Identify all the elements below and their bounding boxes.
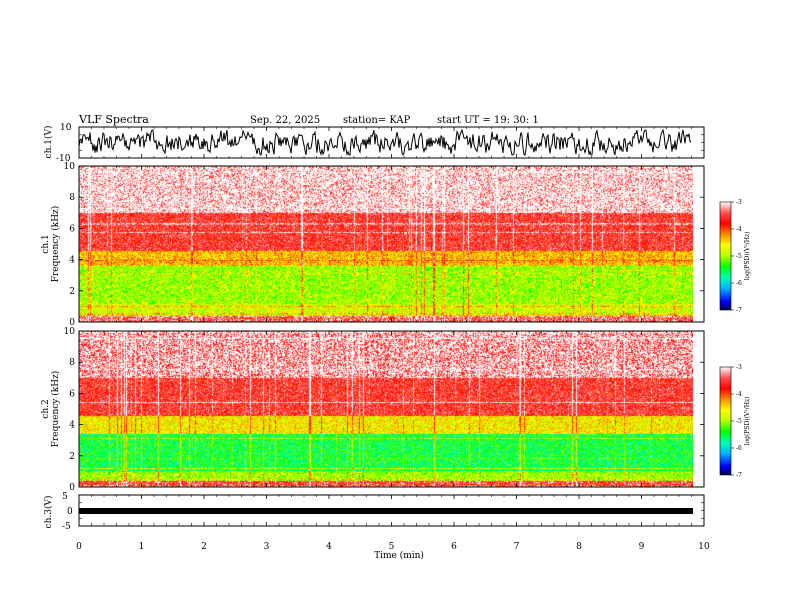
ch1-waveform-panel: 10 -10 ch.1(V) xyxy=(43,123,705,164)
time-axis-label: Time (min) xyxy=(374,550,424,561)
x-tick-label: 6 xyxy=(451,542,457,552)
ch2-colorbar: -3 -4 -5 -6 -7 log(PSD)(V²/Hz) xyxy=(719,364,751,479)
ch1-colorbar-ramp xyxy=(719,201,732,311)
ch3-ytick-mid: 0 xyxy=(67,507,73,517)
y-tick-label: 6 xyxy=(69,224,75,234)
x-tick-label: 4 xyxy=(326,542,332,552)
colorbar-tick-label: -4 xyxy=(736,226,742,233)
ch1-colorbar: -3 -4 -5 -6 -7 log(PSD)(V²/Hz) xyxy=(719,199,751,314)
x-tick-label: 2 xyxy=(201,542,207,552)
colorbar-tick-label: -7 xyxy=(736,307,742,314)
figure-title: VLF Spectra xyxy=(78,113,149,126)
x-tick-label: 0 xyxy=(76,542,82,552)
y-tick-label: 4 xyxy=(69,421,75,431)
ch2-spectrogram-panel: 0 2 4 6 8 10 ch.2 Frequency (kHz) xyxy=(41,327,705,493)
ch2-ylabel-line2: Frequency (kHz) xyxy=(50,371,61,448)
y-tick-label: 8 xyxy=(69,193,75,203)
ch3-ylabel: ch.3(V) xyxy=(43,496,54,529)
ch3-waveform-panel: 5 0 -5 ch.3(V) xyxy=(43,492,705,532)
colorbar-tick-label: -7 xyxy=(736,472,742,479)
x-tick-label: 9 xyxy=(639,542,645,552)
ch2-colorbar-label: log(PSD)(V²/Hz) xyxy=(744,397,751,446)
x-tick-label: 8 xyxy=(576,542,582,552)
ch1-ylabel: ch.1(V) xyxy=(43,126,54,159)
ch2-ylabel-line1: ch.2 xyxy=(41,399,51,418)
x-tick-label: 10 xyxy=(698,542,710,552)
y-tick-label: 2 xyxy=(69,452,75,462)
start-time-label: start UT = 19: 30: 1 xyxy=(437,115,539,126)
colorbar-tick-label: -5 xyxy=(736,253,742,260)
y-tick-label: 0 xyxy=(69,318,75,328)
colorbar-tick-label: -5 xyxy=(736,418,742,425)
y-tick-label: 0 xyxy=(69,483,75,493)
colorbar-tick-label: -3 xyxy=(736,364,742,371)
y-tick-label: 4 xyxy=(69,256,75,266)
y-tick-label: 2 xyxy=(69,287,75,297)
ch1-waveform-trace xyxy=(78,128,692,157)
y-tick-label: 6 xyxy=(69,389,75,399)
colorbar-tick-label: -4 xyxy=(736,391,742,398)
ch1-ylabel-line1: ch.1 xyxy=(41,234,51,253)
station-label: station= KAP xyxy=(343,115,411,126)
ch3-ytick-bottom: -5 xyxy=(62,522,71,532)
colorbar-tick-label: -6 xyxy=(736,280,742,287)
y-tick-label: 8 xyxy=(69,358,75,368)
ch2-colorbar-ramp xyxy=(719,366,732,476)
y-tick-label: 10 xyxy=(64,327,76,337)
ch1-colorbar-label: log(PSD)(V²/Hz) xyxy=(744,232,751,281)
ch2-spectrogram-image xyxy=(79,331,693,487)
ch1-spectrogram-panel: 0 2 4 6 8 10 ch.1 Frequency (kHz) xyxy=(41,162,705,328)
ch1-ytick-top: 10 xyxy=(60,123,72,133)
colorbar-tick-label: -3 xyxy=(736,199,742,206)
ch1-ytick-bottom: -10 xyxy=(56,154,71,164)
ch3-waveform-trace xyxy=(79,508,693,514)
x-tick-label: 3 xyxy=(264,542,270,552)
ch3-ytick-top: 5 xyxy=(62,492,68,502)
time-axis: 0 1 2 3 4 5 6 7 8 9 10 xyxy=(76,126,710,552)
y-tick-label: 10 xyxy=(64,162,76,172)
x-tick-label: 7 xyxy=(514,542,520,552)
ch1-spectrogram-image xyxy=(79,166,693,322)
x-tick-label: 5 xyxy=(389,542,395,552)
date-label: Sep. 22, 2025 xyxy=(250,115,320,126)
colorbar-tick-label: -6 xyxy=(736,445,742,452)
x-tick-label: 1 xyxy=(139,542,145,552)
ch1-ylabel-line2: Frequency (kHz) xyxy=(50,206,61,283)
